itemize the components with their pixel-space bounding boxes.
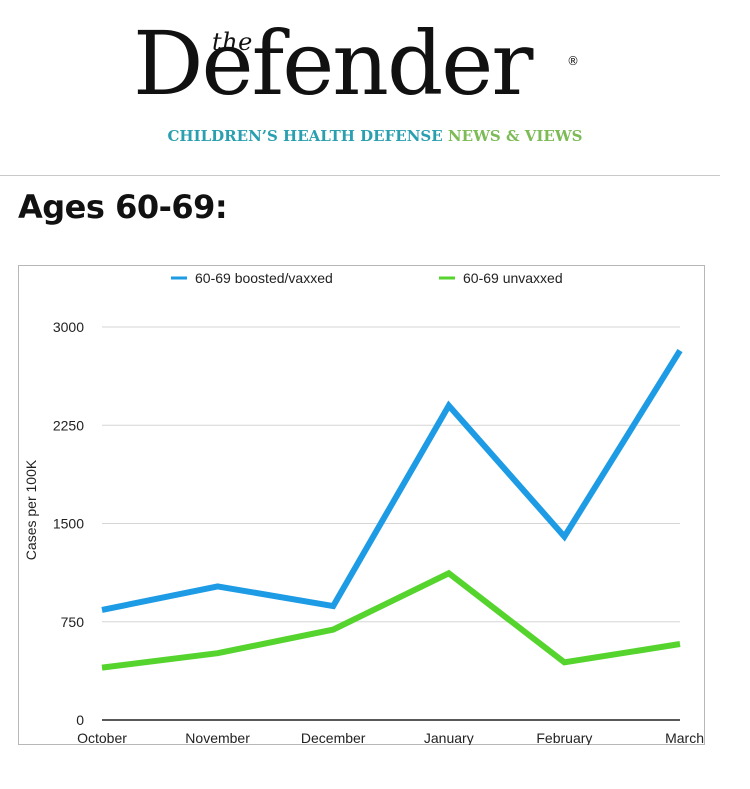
x-tick-label: November: [185, 730, 250, 745]
masthead: the Defender ® CHILDREN’S HEALTH DEFENSE…: [0, 0, 750, 175]
grid-lines: [102, 326, 680, 623]
registered-mark: ®: [567, 54, 579, 68]
series-line-1: [101, 348, 683, 613]
tagline-publisher: CHILDREN’S HEALTH DEFENSE: [167, 127, 443, 145]
y-tick-label: 2250: [53, 417, 84, 433]
y-tick-label: 750: [61, 614, 85, 630]
x-tick-label: January: [424, 730, 474, 745]
y-tick-label: 1500: [53, 516, 84, 532]
logo-the: the: [212, 28, 253, 56]
legend-label: 60-69 unvaxxed: [463, 270, 563, 286]
tagline-section: NEWS & VIEWS: [447, 127, 583, 145]
y-tick-label: 3000: [53, 319, 84, 335]
section-heading: Ages 60-69:: [18, 188, 228, 226]
legend: 60-69 boosted/vaxxed 60-69 unvaxxed: [171, 270, 563, 286]
legend-label: 60-69 boosted/vaxxed: [195, 270, 333, 286]
series-line-2: [101, 569, 681, 671]
tagline: CHILDREN’S HEALTH DEFENSE NEWS & VIEWS: [0, 127, 750, 145]
divider: [0, 175, 720, 176]
x-tick-label: October: [77, 730, 127, 745]
x-tick-label: February: [536, 730, 592, 745]
line-chart: 0 750 1500 2250 3000 October November December J…: [23, 270, 704, 745]
y-tick-label: 0: [76, 712, 84, 728]
axes: 0 750 1500 2250 3000 October November December J…: [53, 319, 704, 745]
x-tick-label: March: [665, 730, 704, 745]
y-axis-label: Cases per 100K: [23, 459, 39, 560]
logo-title[interactable]: Defender: [133, 12, 533, 115]
series: [101, 348, 683, 671]
x-tick-label: December: [301, 730, 366, 745]
